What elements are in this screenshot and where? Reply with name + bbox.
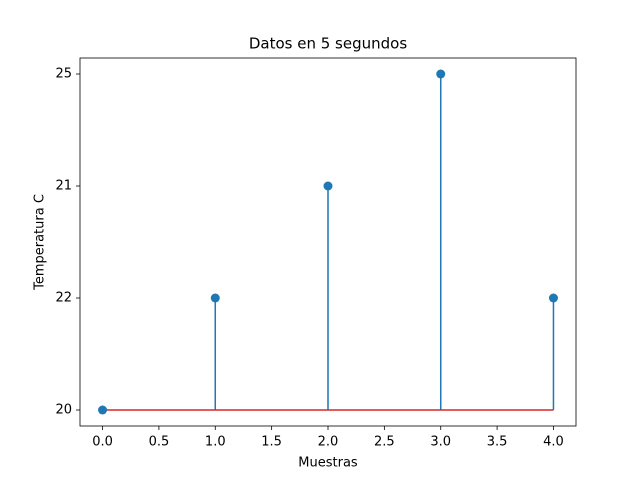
axes-frame xyxy=(79,57,577,427)
x-tick-label: 1.5 xyxy=(261,435,282,450)
stem-marker xyxy=(548,293,558,303)
y-tick-label: 21 xyxy=(55,179,72,194)
x-tick-label: 2.0 xyxy=(318,435,339,450)
stem-marker xyxy=(98,405,108,415)
chart-title: Datos en 5 segundos xyxy=(249,35,407,53)
x-tick-label: 2.5 xyxy=(374,435,395,450)
x-tick-label: 3.0 xyxy=(430,435,451,450)
y-tick-label: 25 xyxy=(55,67,72,82)
x-axis-label: Muestras xyxy=(298,456,358,471)
stem-marker xyxy=(323,181,333,191)
x-tick-label: 4.0 xyxy=(543,435,564,450)
stem-marker xyxy=(210,293,220,303)
y-axis-label: Temperatura C xyxy=(33,194,48,291)
y-tick-label: 22 xyxy=(55,291,72,306)
x-tick-label: 0.0 xyxy=(92,435,113,450)
x-tick-label: 1.0 xyxy=(205,435,226,450)
stem-marker xyxy=(436,69,446,79)
x-tick-label: 3.5 xyxy=(487,435,508,450)
y-tick-label: 20 xyxy=(55,403,72,418)
x-tick-label: 0.5 xyxy=(149,435,170,450)
